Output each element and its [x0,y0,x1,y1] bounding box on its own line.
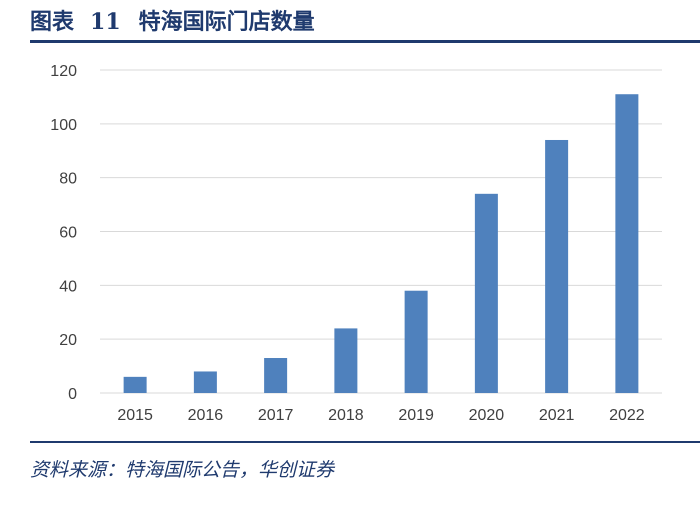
source-note: 资料来源：特海国际公告，华创证券 [30,459,335,481]
y-tick-label: 100 [50,117,77,134]
bar-2016 [193,371,217,393]
x-axis-ticks: 2015 2016 2017 2018 2019 2020 2021 2022 [117,407,644,424]
x-tick-label: 2020 [469,407,505,424]
x-tick-label: 2018 [328,407,364,424]
y-tick-label: 120 [50,63,77,80]
y-tick-label: 80 [59,171,77,188]
bar-chart: 0 20 40 60 80 100 120 2015 2016 2017 2018 2019 2020… [50,63,662,424]
bar-2015 [123,376,147,393]
bar-2019 [404,290,428,393]
y-tick-label: 60 [59,225,77,242]
figure-number: 11 [90,9,121,35]
x-tick-label: 2016 [188,407,224,424]
y-tick-label: 40 [59,278,77,295]
figure-label: 图表 [30,9,75,35]
figure-title: 图表 11 特海国际门店数量 [30,4,315,40]
x-tick-label: 2015 [117,407,153,424]
gridlines [100,69,662,394]
x-tick-label: 2019 [398,407,434,424]
x-tick-label: 2021 [539,407,575,424]
x-tick-label: 2022 [609,407,645,424]
y-axis-ticks: 0 20 40 60 80 100 120 [50,63,77,403]
bars [123,94,639,393]
y-tick-label: 20 [59,332,77,349]
title-divider [30,40,700,43]
bar-2022 [615,94,639,393]
bar-2018 [334,328,358,393]
source-divider [30,441,700,443]
x-tick-label: 2017 [258,407,294,424]
bar-2017 [264,358,288,393]
bar-2020 [474,193,498,393]
bar-2021 [545,139,569,393]
figure-title-text: 特海国际门店数量 [138,9,315,35]
y-tick-label: 0 [68,386,77,403]
